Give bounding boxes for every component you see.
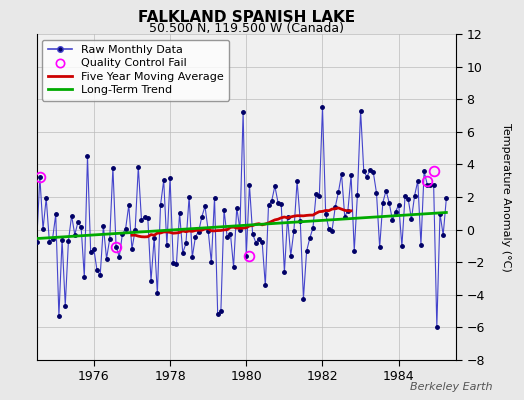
Y-axis label: Temperature Anomaly (°C): Temperature Anomaly (°C) xyxy=(501,123,511,271)
Text: FALKLAND SPANISH LAKE: FALKLAND SPANISH LAKE xyxy=(138,10,355,25)
Text: Berkeley Earth: Berkeley Earth xyxy=(410,382,493,392)
Legend: Raw Monthly Data, Quality Control Fail, Five Year Moving Average, Long-Term Tren: Raw Monthly Data, Quality Control Fail, … xyxy=(42,40,230,101)
Text: 50.500 N, 119.500 W (Canada): 50.500 N, 119.500 W (Canada) xyxy=(149,22,344,35)
